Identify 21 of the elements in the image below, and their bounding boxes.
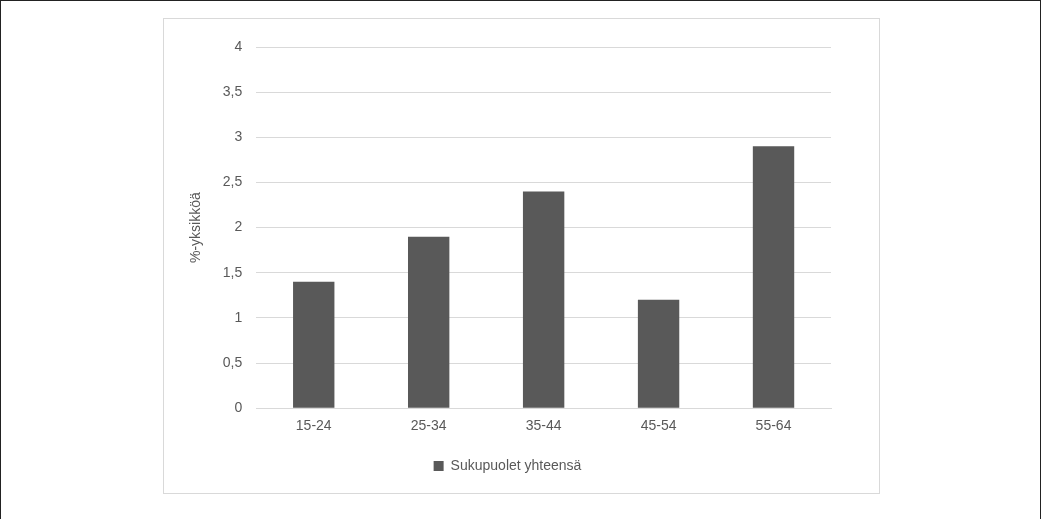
y-tick-label: 3,5: [222, 83, 243, 100]
bar: [522, 191, 565, 408]
bar: [293, 281, 335, 408]
y-tick-label: 0,5: [222, 353, 243, 370]
y-tick-label: 0: [234, 399, 243, 416]
y-tick-label: 1: [234, 308, 243, 325]
x-tick-label: 25-34: [410, 417, 447, 434]
y-axis-title: %-yksikköä: [187, 191, 204, 263]
bar: [637, 299, 680, 408]
y-tick-label: 4: [234, 37, 243, 54]
y-tick-label: 1,5: [222, 263, 243, 280]
y-tick-label: 3: [234, 128, 243, 145]
x-tick-label: 15-24: [295, 417, 332, 434]
y-tick-label: 2,5: [222, 173, 243, 190]
y-tick-label: 2: [234, 218, 243, 235]
x-tick-label: 55-64: [755, 417, 792, 434]
bar: [407, 236, 450, 408]
x-tick-label: 45-54: [640, 417, 677, 434]
bar: [752, 146, 795, 408]
legend-label: Sukupuolet yhteensä: [450, 456, 582, 473]
x-tick-label: 35-44: [525, 417, 562, 434]
